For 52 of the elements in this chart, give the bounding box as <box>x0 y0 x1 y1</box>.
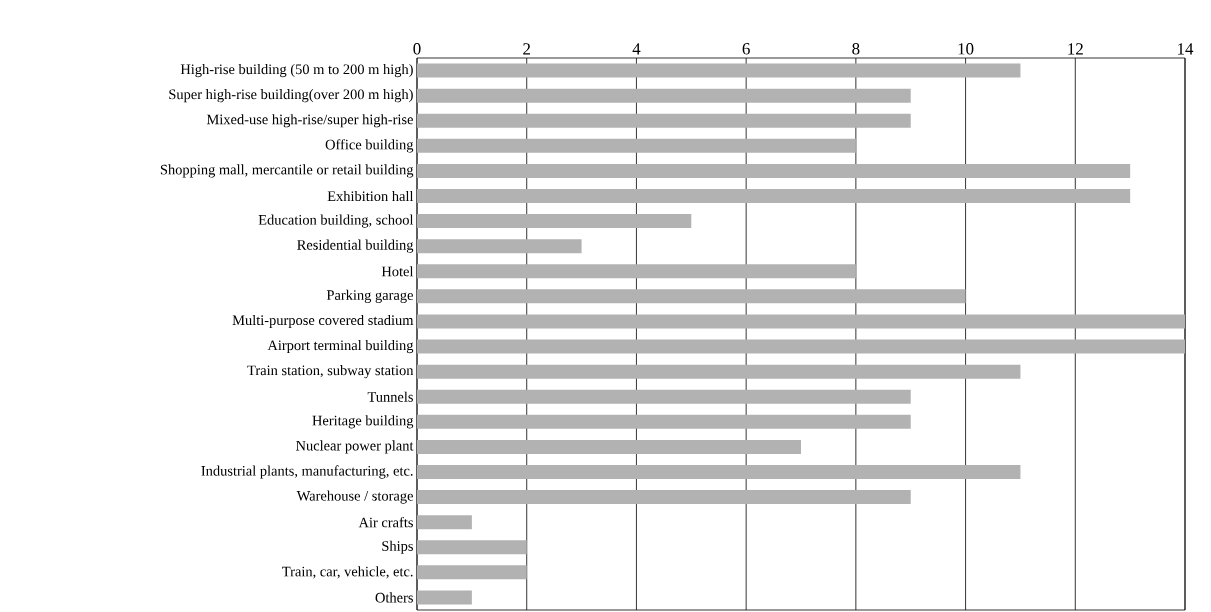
bar <box>417 389 911 404</box>
bar <box>417 189 1131 203</box>
x-tick-label: 4 <box>632 43 641 55</box>
x-tick-label: 10 <box>958 43 974 55</box>
y-tick-label: High-rise building (50 m to 200 m high) <box>180 63 413 78</box>
bar <box>417 113 911 128</box>
y-tick-label: Shopping mall, mercantile or retail building <box>160 164 414 178</box>
y-tick-label: Hotel <box>381 266 414 277</box>
y-tick-label: Exhibition hall <box>327 190 414 202</box>
bar <box>417 439 802 454</box>
x-tick-label: 8 <box>852 43 860 55</box>
y-tick-label: Others <box>375 592 413 603</box>
bar <box>417 264 856 279</box>
y-tick-label: Super high-rise building(over 200 m high) <box>169 89 413 103</box>
y-tick-label: Ships <box>382 540 413 554</box>
bar <box>417 364 1021 379</box>
bar <box>417 138 856 153</box>
y-tick-label: Train station, subway station <box>247 365 414 379</box>
y-tick-label: Industrial plants, manufacturing, etc. <box>201 465 413 479</box>
y-tick-label: Residential building <box>297 239 414 253</box>
bar <box>417 314 1186 329</box>
y-tick-label: Tunnels <box>367 391 413 402</box>
y-tick-label: Air crafts <box>358 517 413 528</box>
bar <box>417 239 582 254</box>
y-tick-label: Parking garage <box>326 289 413 303</box>
y-tick-label: Office building <box>325 139 414 153</box>
y-tick-label: Heritage building <box>312 415 414 429</box>
y-tick-label: Multi-purpose covered stadium <box>232 314 414 329</box>
y-tick-label: Airport terminal building <box>267 339 414 354</box>
y-tick-label: Mixed-use high-rise/super high-rise <box>206 114 413 128</box>
bar <box>417 590 472 605</box>
bar <box>417 465 1021 480</box>
bar <box>417 565 527 580</box>
bar <box>417 289 966 304</box>
bar <box>417 490 911 505</box>
bar <box>417 515 472 530</box>
x-tick-label: 12 <box>1068 43 1083 55</box>
bar <box>417 88 911 103</box>
bar <box>417 163 1131 178</box>
bar <box>417 214 692 229</box>
y-tick-label: Train, car, vehicle, etc. <box>282 566 413 579</box>
y-tick-label: Nuclear power plant <box>295 440 414 454</box>
bar <box>417 339 1186 354</box>
x-tick-label: 6 <box>742 43 750 55</box>
x-tick-label: 14 <box>1178 43 1194 55</box>
y-tick-label: Education building, school <box>258 214 414 228</box>
bar <box>417 540 527 555</box>
y-tick-label: Warehouse / storage <box>296 490 413 504</box>
x-tick-label: 2 <box>523 43 531 55</box>
x-tick-label: 0 <box>413 43 421 55</box>
bar <box>417 63 1021 78</box>
bar <box>417 414 911 429</box>
